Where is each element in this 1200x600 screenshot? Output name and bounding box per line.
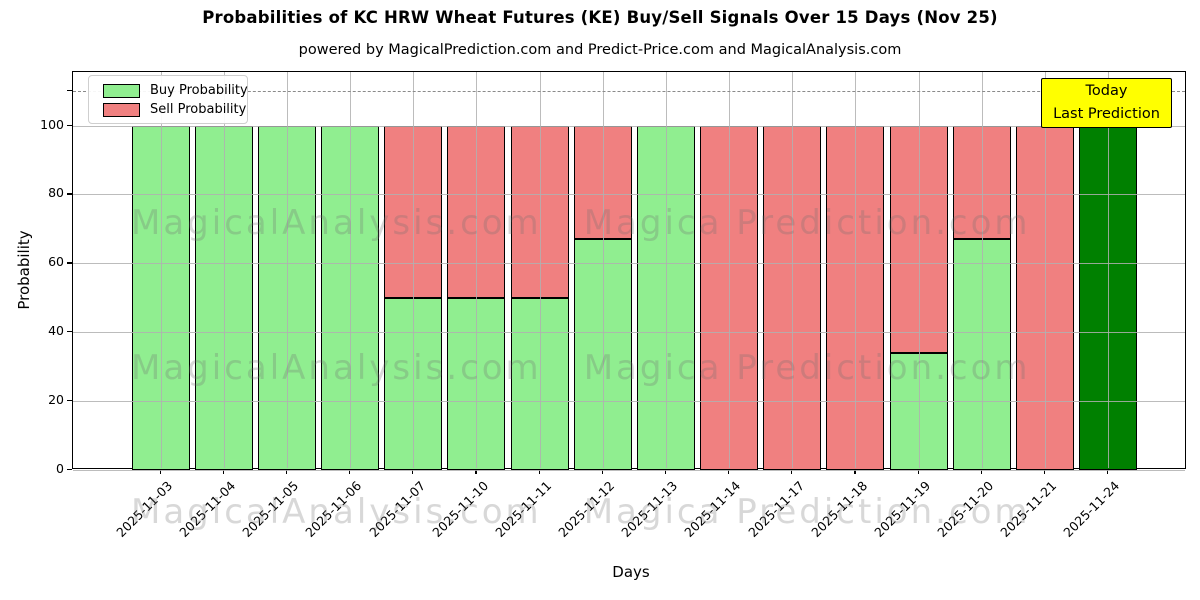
buy-swatch: [103, 84, 140, 98]
chart-subtitle: powered by MagicalPrediction.com and Pre…: [298, 42, 902, 58]
y-tick: [67, 124, 72, 126]
grid-line-v: [918, 72, 920, 468]
x-tick: [664, 469, 667, 474]
grid-line-h: [73, 401, 1185, 403]
grid-line-v: [223, 72, 225, 468]
x-tick: [159, 469, 161, 474]
sell-swatch: [103, 103, 140, 117]
grid-line-v: [729, 72, 731, 468]
grid-line-h: [73, 194, 1185, 196]
legend-sell-label: Sell Probability: [150, 102, 247, 117]
x-tick: [222, 469, 224, 474]
y-tick: [67, 262, 72, 264]
x-tick: [728, 469, 730, 474]
watermark-text-analysis: MagicalAnalysis.com: [131, 492, 542, 532]
grid-line-v: [1044, 72, 1046, 468]
watermark-text-analysis: MagicalAnalysis.com: [131, 347, 542, 388]
watermark-text-analysis: MagicalAnalysis.com: [131, 203, 542, 243]
today-annotation-box: Today Last Prediction: [1041, 78, 1172, 128]
grid-line-h: [73, 263, 1185, 265]
x-tick: [475, 469, 477, 474]
grid-line-h: [73, 470, 1185, 471]
grid-line-v: [539, 72, 541, 468]
watermark-row: MagicalAnalysis.com Magica Prediction.com: [131, 492, 1031, 532]
x-tick: [285, 469, 288, 474]
watermark-row: MagicalAnalysis.com Magica Prediction.com: [131, 348, 1031, 388]
grid-line-v: [286, 72, 288, 468]
watermark-text-prediction: Magica Prediction.com: [583, 347, 1031, 388]
x-tick: [980, 469, 982, 474]
grid-line-h: [73, 125, 1185, 127]
grid-line-v: [1108, 72, 1110, 468]
bars-layer: [73, 72, 1185, 470]
y-tick-label: 20: [48, 392, 64, 408]
y-tick-label: 80: [48, 185, 64, 201]
legend-buy-label: Buy Probability: [150, 83, 248, 98]
y-tick-label: 60: [48, 254, 64, 270]
threshold-dashed-line: [73, 91, 1185, 93]
y-tick: [67, 400, 72, 402]
grid-line-v: [855, 72, 857, 468]
today-line2: Last Prediction: [1053, 106, 1160, 122]
y-minor-tick: [67, 90, 72, 92]
grid-line-v: [476, 72, 478, 468]
watermark-text-prediction: Magica Prediction.com: [583, 203, 1031, 243]
grid-line-v: [160, 72, 162, 468]
x-tick: [854, 469, 856, 474]
watermark-text-prediction: Magica Prediction.com: [583, 492, 1031, 532]
grid-line-v: [602, 72, 604, 468]
y-tick: [67, 331, 72, 333]
x-tick: [1043, 469, 1046, 474]
x-tick-label: 2025-11-24: [1060, 478, 1123, 540]
today-line1: Today: [1085, 83, 1128, 99]
plot-area: MagicalAnalysis.com Magica Prediction.com…: [72, 71, 1186, 532]
y-tick-label: 0: [56, 461, 64, 476]
grid-line-v: [413, 72, 415, 468]
x-tick: [349, 469, 351, 474]
x-tick: [791, 469, 793, 474]
grid-line-v: [792, 72, 794, 468]
y-tick: [67, 469, 72, 471]
grid-line-v: [665, 72, 667, 468]
chart-title: Probabilities of KC HRW Wheat Futures (K…: [202, 8, 998, 27]
x-tick: [412, 469, 414, 474]
watermark-row: MagicalAnalysis.com Magica Prediction.com: [131, 203, 1031, 243]
legend: Buy Probability Sell Probability: [88, 75, 248, 124]
x-tick: [601, 469, 603, 474]
grid-line-h: [73, 332, 1185, 334]
y-tick: [67, 193, 72, 195]
x-tick: [1107, 469, 1109, 474]
x-axis-title: Days: [612, 563, 650, 581]
y-axis-title: Probability: [15, 230, 33, 310]
grid-line-v: [350, 72, 351, 468]
x-tick: [538, 469, 540, 474]
y-tick-label: 100: [40, 116, 64, 132]
y-tick-label: 40: [48, 323, 64, 339]
grid-line-v: [981, 72, 983, 468]
x-tick: [917, 469, 919, 474]
